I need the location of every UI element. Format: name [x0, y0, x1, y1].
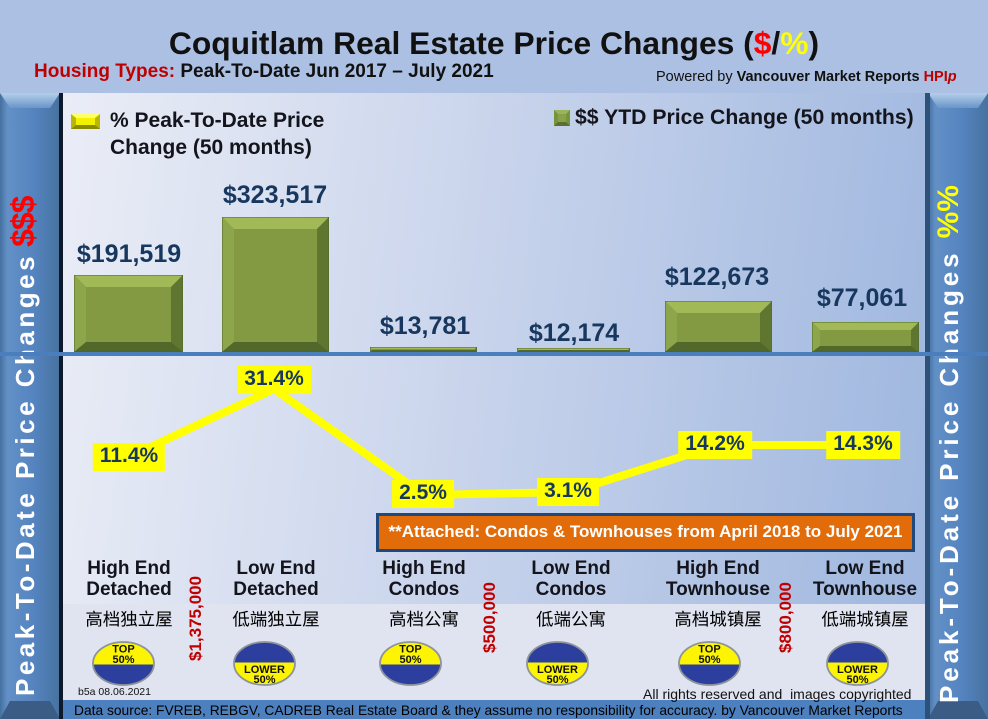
svg-text:50%: 50% [253, 674, 275, 686]
svg-text:TOP: TOP [399, 643, 421, 655]
svg-text:50%: 50% [846, 674, 868, 686]
svg-text:TOP: TOP [112, 643, 134, 655]
svg-text:50%: 50% [112, 654, 134, 666]
svg-text:50%: 50% [546, 674, 568, 686]
svg-text:50%: 50% [399, 654, 421, 666]
svg-text:50%: 50% [698, 654, 720, 666]
svg-text:LOWER: LOWER [837, 664, 878, 676]
svg-text:LOWER: LOWER [537, 664, 578, 676]
svg-text:LOWER: LOWER [244, 664, 285, 676]
svg-text:TOP: TOP [698, 643, 720, 655]
